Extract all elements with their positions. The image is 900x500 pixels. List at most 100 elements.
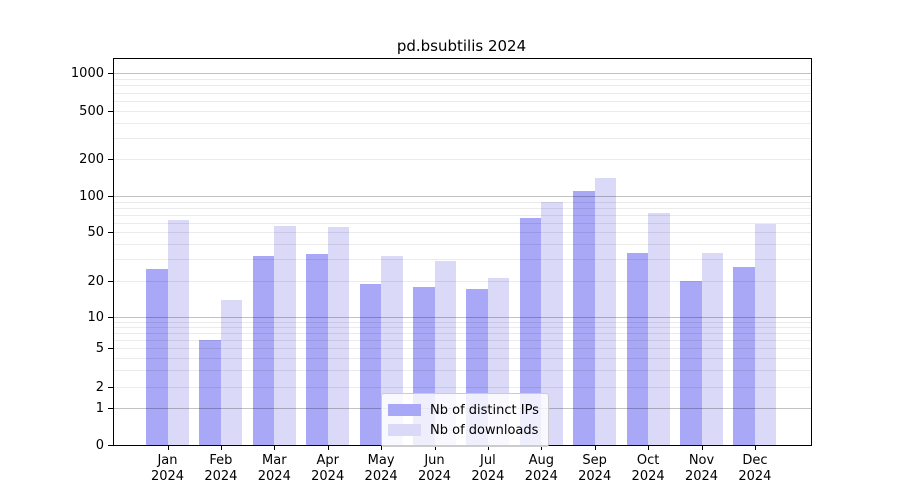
y-tick-mark <box>108 232 113 233</box>
chart-title: pd.bsubtilis 2024 <box>396 37 527 55</box>
minor-gridline <box>114 357 811 359</box>
x-tick-mark <box>327 445 329 450</box>
bar-downloads-dec <box>754 224 777 445</box>
bar-downloads-oct <box>648 213 670 445</box>
y-tick-mark <box>108 111 113 112</box>
bar-distinct-ips-apr <box>306 254 328 445</box>
minor-gridline <box>114 78 811 80</box>
bar-distinct-ips-aug <box>519 218 542 445</box>
minor-gridline <box>114 281 811 282</box>
bar-downloads-nov <box>701 252 723 445</box>
legend-row-downloads: Nb of downloads <box>388 420 539 440</box>
y-tick-label: 10 <box>87 309 104 325</box>
distinct-ips-swatch <box>388 404 421 416</box>
minor-gridline <box>114 333 811 334</box>
downloads-label: Nb of downloads <box>430 422 539 438</box>
y-tick-mark <box>108 196 113 197</box>
y-tick-label: 100 <box>79 188 104 204</box>
y-tick-mark <box>108 159 113 160</box>
bar-distinct-ips-may <box>359 283 382 445</box>
x-tick-label: Oct 2024 <box>631 453 665 484</box>
bar-downloads-aug <box>541 201 563 445</box>
y-tick-mark <box>108 348 113 349</box>
y-tick-label: 5 <box>95 340 104 356</box>
x-tick-mark <box>701 445 703 450</box>
major-gridline <box>114 73 811 74</box>
x-tick-label: Apr 2024 <box>311 453 345 484</box>
y-tick-label: 1000 <box>70 65 104 81</box>
minor-gridline <box>114 159 811 160</box>
bar-downloads-apr <box>327 227 350 445</box>
bar-distinct-ips-sep <box>573 190 595 445</box>
distinct-ips-label: Nb of distinct IPs <box>430 402 539 418</box>
x-tick-mark <box>167 445 169 450</box>
bar-distinct-ips-dec <box>733 267 755 445</box>
bar-distinct-ips-feb <box>199 339 221 445</box>
minor-gridline <box>114 387 811 388</box>
minor-gridline <box>114 122 811 124</box>
minor-gridline <box>114 222 811 224</box>
y-tick-label: 1 <box>95 400 104 416</box>
x-tick-label: Aug 2024 <box>524 453 558 484</box>
y-tick-label: 50 <box>87 224 104 240</box>
x-tick-label: Jul 2024 <box>471 453 505 484</box>
y-tick-label: 0 <box>95 437 104 453</box>
x-tick-mark <box>487 445 489 450</box>
y-tick-mark <box>108 408 113 409</box>
y-tick-label: 200 <box>79 151 104 167</box>
x-tick-label: Jun 2024 <box>417 453 452 484</box>
minor-gridline <box>114 321 811 323</box>
plot-area: Nb of distinct IPs Nb of downloads 0 1 2 5 1… <box>71 58 812 484</box>
minor-gridline <box>114 348 811 349</box>
x-tick-label: May 2024 <box>364 453 398 484</box>
minor-gridline <box>114 243 811 245</box>
x-tick-label: Sep 2024 <box>578 453 612 484</box>
bar-distinct-ips-mar <box>252 255 275 445</box>
bar-downloads-sep <box>594 178 617 445</box>
bar-distinct-ips-nov <box>680 281 702 445</box>
x-tick-mark <box>541 445 543 450</box>
minor-gridline <box>114 92 811 94</box>
x-tick-label: Jan 2024 <box>150 453 185 484</box>
x-tick-mark <box>754 445 756 450</box>
major-gridline <box>114 196 811 197</box>
x-tick-label: Dec 2024 <box>738 453 772 484</box>
minor-gridline <box>114 339 811 341</box>
major-gridline <box>114 317 811 318</box>
y-tick-label: 500 <box>79 103 104 119</box>
minor-gridline <box>114 259 811 261</box>
bar-downloads-feb <box>220 299 243 445</box>
minor-gridline <box>114 232 811 233</box>
y-tick-mark <box>108 73 113 74</box>
minor-gridline <box>114 85 811 87</box>
x-tick-mark <box>274 445 276 450</box>
minor-gridline <box>114 327 811 328</box>
y-tick-mark <box>108 445 113 446</box>
legend: Nb of distinct IPs Nb of downloads <box>381 393 549 447</box>
legend-row-distinct-ips: Nb of distinct IPs <box>388 400 539 420</box>
x-tick-label: Feb 2024 <box>204 453 238 484</box>
minor-gridline <box>114 111 811 112</box>
bar-downloads-mar <box>274 226 296 445</box>
minor-gridline <box>114 214 811 216</box>
bar-distinct-ips-jan <box>146 269 168 445</box>
y-tick-label: 2 <box>95 379 104 395</box>
x-tick-label: Nov 2024 <box>684 453 719 484</box>
minor-gridline <box>114 201 811 203</box>
y-tick-label: 20 <box>87 273 104 289</box>
x-tick-mark <box>434 445 436 450</box>
minor-gridline <box>114 369 811 371</box>
x-tick-mark <box>648 445 650 450</box>
x-tick-mark <box>594 445 596 450</box>
minor-gridline <box>114 207 811 209</box>
x-tick-label: Mar 2024 <box>257 453 291 484</box>
minor-gridline <box>114 137 811 139</box>
y-tick-mark <box>108 281 113 282</box>
bar-downloads-jan <box>167 220 189 445</box>
x-tick-mark <box>220 445 222 450</box>
y-tick-mark <box>108 387 113 388</box>
y-tick-mark <box>108 317 113 318</box>
downloads-swatch <box>388 424 421 436</box>
bar-distinct-ips-oct <box>626 252 649 445</box>
